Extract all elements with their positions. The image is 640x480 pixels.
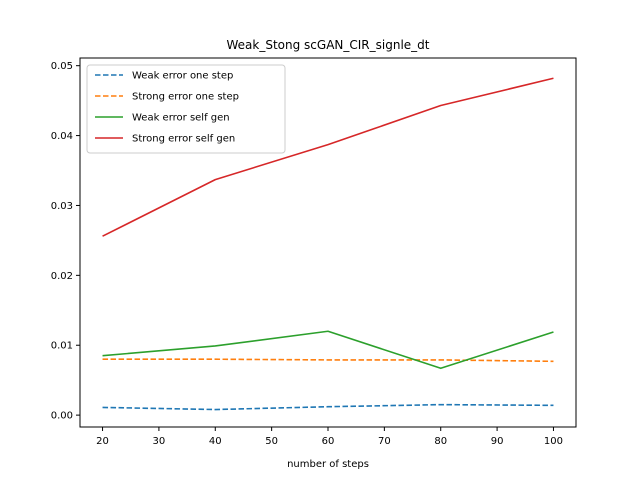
legend-entry: Strong error self gen xyxy=(95,134,235,145)
series-3 xyxy=(102,330,554,370)
y-tick-label: 0.04 xyxy=(51,131,73,142)
x-tick-label: 40 xyxy=(209,436,222,447)
y-tick-label: 0.02 xyxy=(51,271,73,282)
legend-entry: Weak error self gen xyxy=(95,113,230,124)
legend-entry: Weak error one step xyxy=(95,71,233,82)
x-tick-label: 70 xyxy=(378,436,391,447)
legend: Weak error one step Strong error one step… xyxy=(86,64,286,154)
x-axis: 20 30 40 50 60 70 80 90 100 xyxy=(96,427,563,447)
legend-label: Strong error self gen xyxy=(132,134,235,145)
x-tick-label: 30 xyxy=(153,436,166,447)
x-tick-label: 60 xyxy=(322,436,335,447)
x-tick-label: 100 xyxy=(544,436,563,447)
y-tick-label: 0.01 xyxy=(51,341,73,352)
legend-entry: Strong error one step xyxy=(95,92,239,103)
y-tick-label: 0.05 xyxy=(51,61,73,72)
legend-label: Strong error one step xyxy=(132,92,239,103)
series-4 xyxy=(102,77,554,237)
legend-box xyxy=(86,64,286,154)
x-axis-label: number of steps xyxy=(287,459,369,470)
legend-label: Weak error self gen xyxy=(132,113,230,124)
x-tick-label: 20 xyxy=(96,436,109,447)
x-tick-label: 80 xyxy=(434,436,447,447)
x-tick-label: 50 xyxy=(265,436,278,447)
series-1 xyxy=(102,403,554,411)
y-axis: 0.00 0.01 0.02 0.03 0.04 0.05 xyxy=(51,61,80,422)
plot-area xyxy=(102,77,554,411)
y-tick-label: 0.00 xyxy=(51,411,73,422)
chart-title: Weak_Stong scGAN_CIR_signle_dt xyxy=(227,38,430,52)
series-2 xyxy=(102,358,554,363)
x-tick-label: 90 xyxy=(491,436,504,447)
y-tick-label: 0.03 xyxy=(51,201,73,212)
legend-label: Weak error one step xyxy=(132,71,233,82)
